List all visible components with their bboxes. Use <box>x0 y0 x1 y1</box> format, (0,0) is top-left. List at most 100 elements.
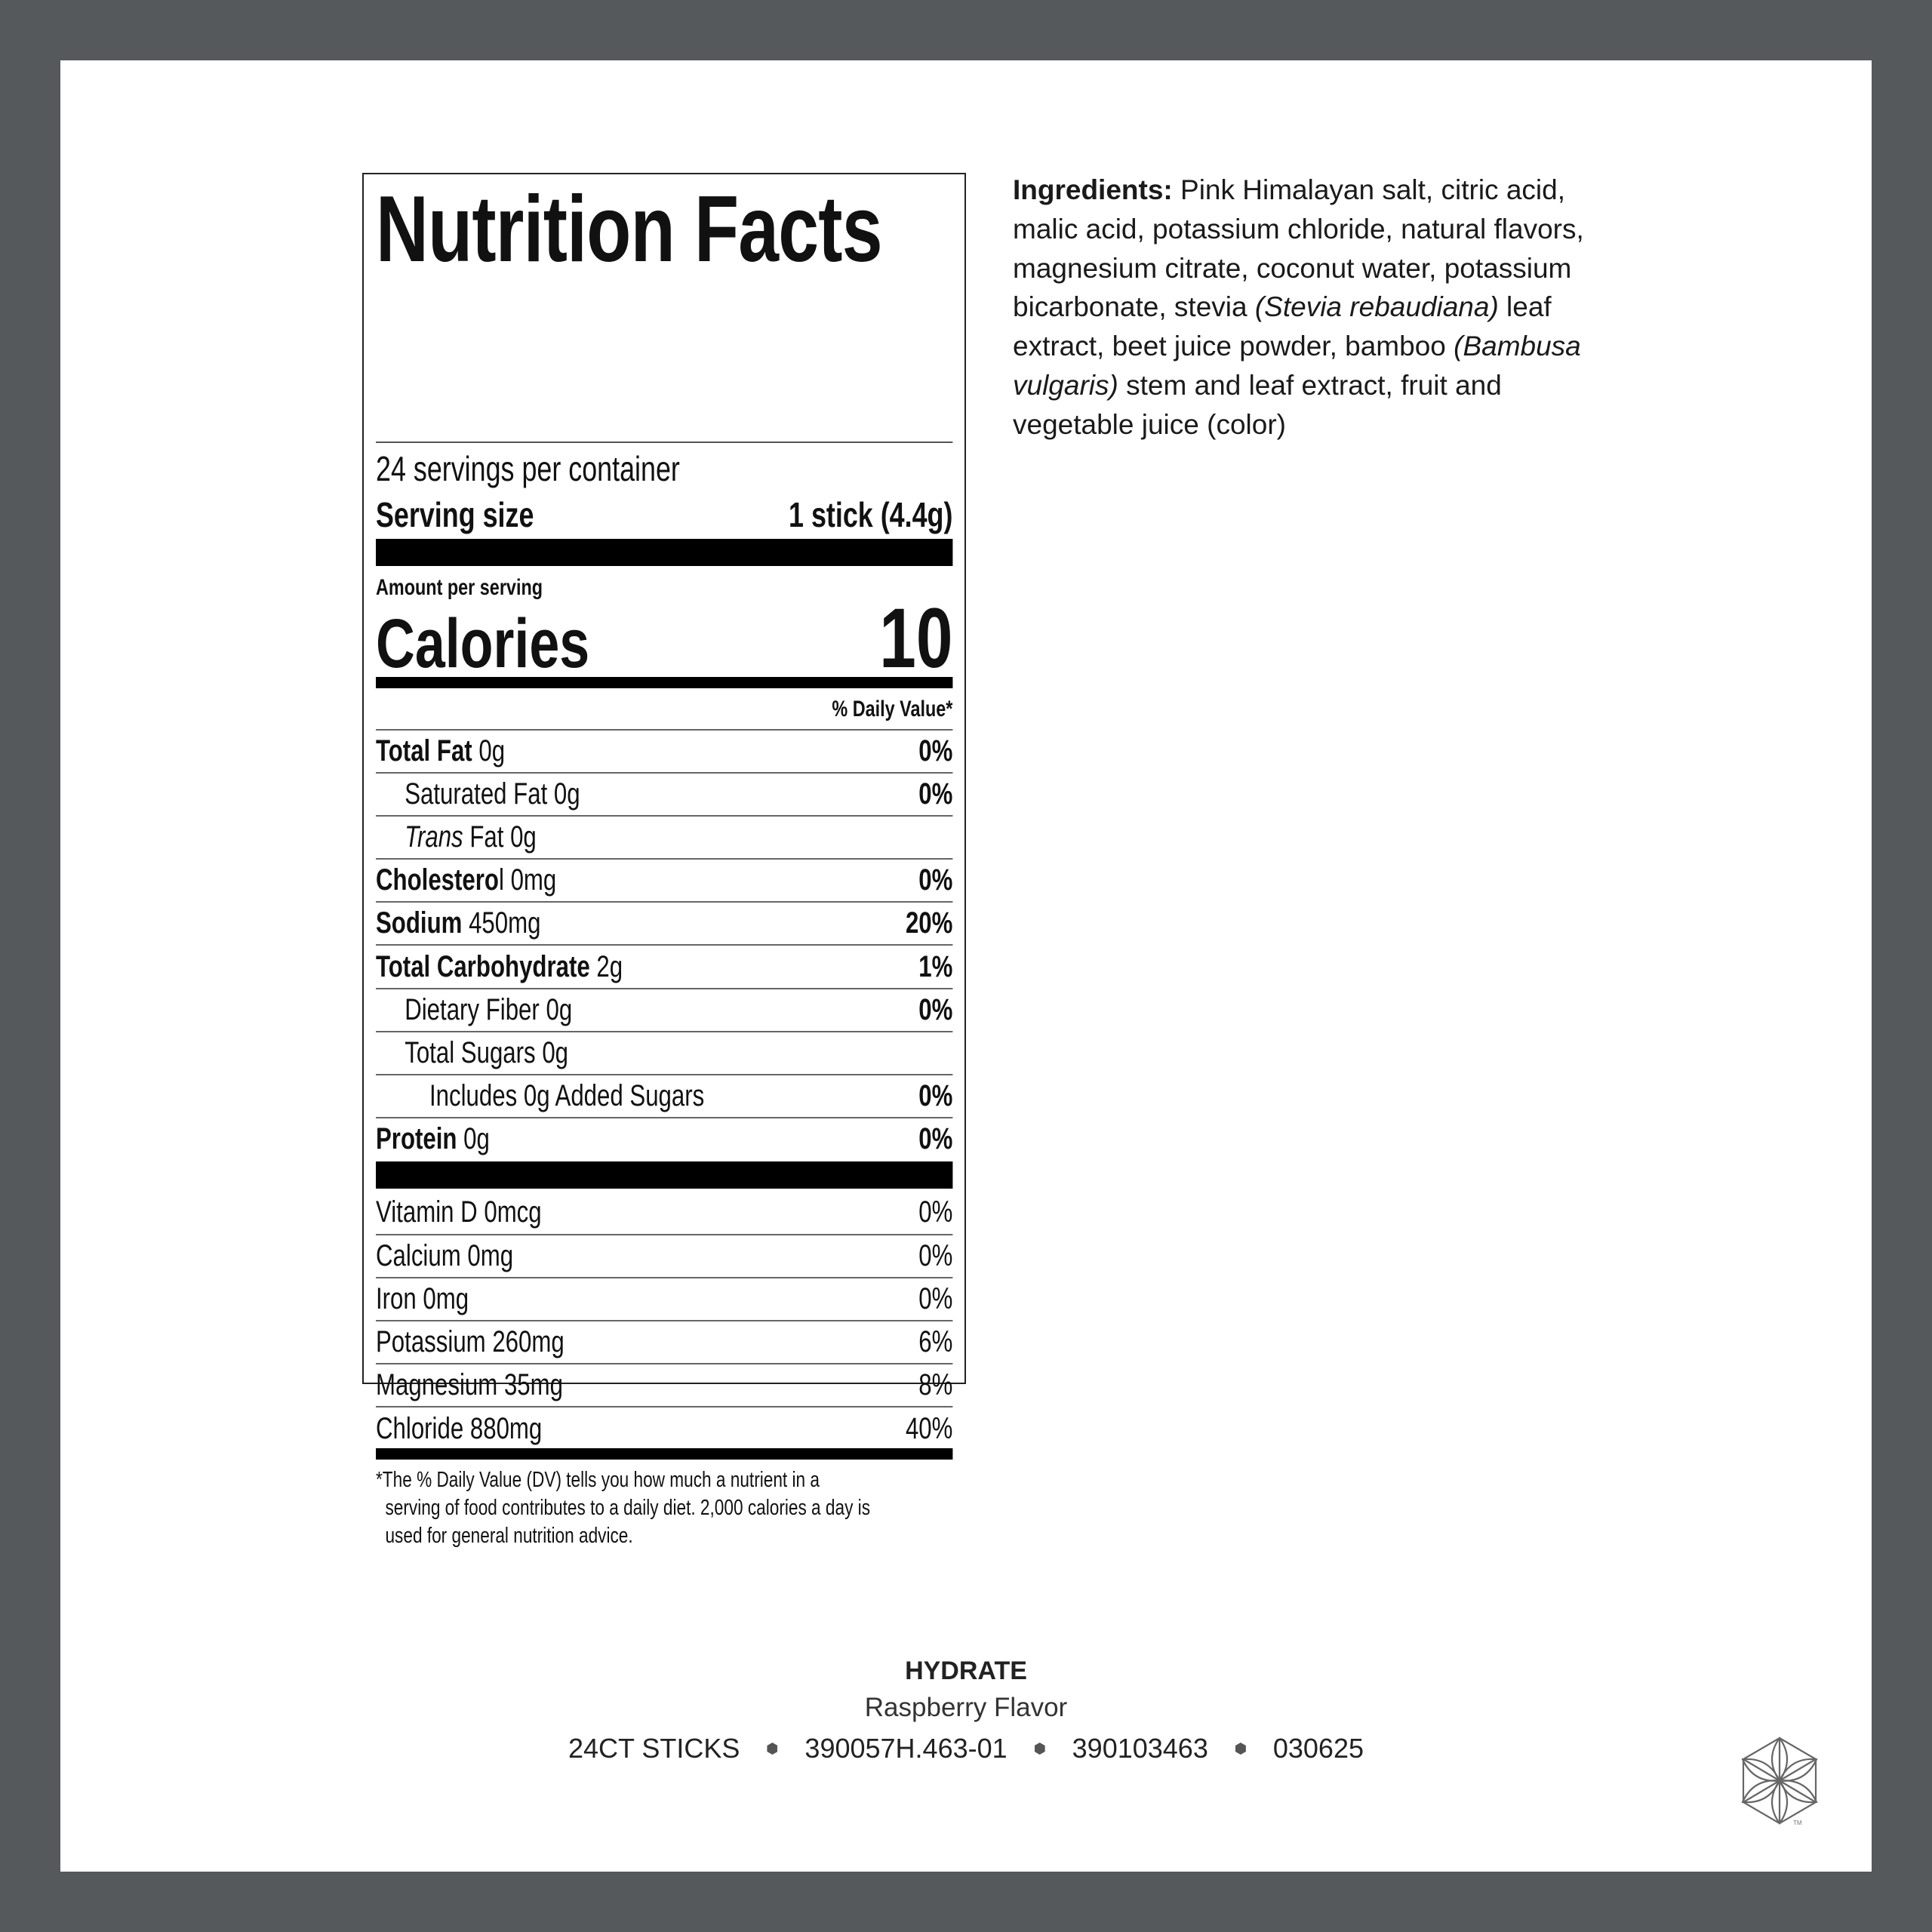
vitamin-row: Chloride 880mg 40% <box>376 1406 953 1449</box>
vitamin-dv: 0% <box>918 1239 953 1273</box>
product-flavor: Raspberry Flavor <box>864 1693 1068 1722</box>
vitamin-name: Calcium 0mg <box>376 1239 514 1273</box>
page <box>60 60 1872 1872</box>
nutrient-row: Sodium 450mg 20% <box>376 901 953 944</box>
nutrient-name: Includes 0g Added Sugars <box>429 1078 705 1112</box>
vitamin-name: Chloride 880mg <box>376 1411 543 1445</box>
nutrient-name: Dietary Fiber 0g <box>405 992 573 1026</box>
product-code: 390103463 <box>1072 1733 1208 1764</box>
product-code: 030625 <box>1272 1733 1364 1764</box>
nutrient-row: Dietary Fiber 0g 0% <box>376 987 953 1031</box>
nutrient-name: Trans <box>405 820 463 854</box>
medium-divider <box>376 677 953 688</box>
nutrient-name: Sodium <box>376 906 463 940</box>
nutrient-amount: Fat 0g <box>463 820 537 854</box>
nutrient-rows: Total Fat 0g 0% Saturated Fat 0g 0% Trans … <box>376 729 953 1160</box>
nutrient-amount: 450mg <box>462 906 541 940</box>
nutrient-dv: 0% <box>918 992 953 1026</box>
thick-divider <box>376 1161 953 1189</box>
footnote-line: *The % Daily Value (DV) tells you how mu… <box>376 1468 820 1492</box>
nutrient-name: Total Sugars 0g <box>405 1035 569 1069</box>
ingredients-text: (Stevia rebaudiana) <box>1254 291 1499 323</box>
vitamin-dv: 40% <box>905 1411 953 1445</box>
nutrient-row: Protein 0g 0% <box>376 1116 953 1160</box>
vitamin-name: Magnesium 35mg <box>376 1368 563 1402</box>
nutrient-dv: 0% <box>918 1078 953 1112</box>
footnote-line: used for general nutrition advice. <box>385 1524 633 1548</box>
ingredients-heading: Ingredients: <box>1013 174 1173 205</box>
ingredients-text: malic acid, potassium chloride, natural … <box>1013 213 1584 245</box>
nutrient-amount: 0g <box>472 734 506 768</box>
nutrient-row: Includes 0g Added Sugars 0% <box>376 1073 953 1117</box>
seed-of-life-hexagon-icon: TM <box>1737 1737 1822 1826</box>
nutrient-row: Total Fat 0g 0% <box>376 729 953 772</box>
label-title: Nutrition Facts <box>376 177 883 281</box>
nutrient-amount: 0g <box>457 1121 490 1155</box>
nutrient-name: Protein <box>376 1121 457 1155</box>
product-code: 390057H.463-01 <box>804 1733 1008 1764</box>
serving-size-value: 1 stick (4.4g) <box>789 495 953 534</box>
nutrient-dv: 0% <box>918 1121 953 1155</box>
vitamin-row: Vitamin D 0mcg 0% <box>376 1191 952 1234</box>
ingredients-text: bicarbonate, stevia <box>1013 291 1255 323</box>
calories-value: 10 <box>879 591 953 685</box>
nutrient-dv: 0% <box>918 734 953 768</box>
nutrient-name: Saturated Fat 0g <box>405 777 580 811</box>
footnote: *The % Daily Value (DV) tells you how mu… <box>376 1466 952 1550</box>
vitamin-row: Magnesium 35mg 8% <box>376 1363 953 1406</box>
vitamin-dv: 6% <box>918 1325 953 1359</box>
hexagon-bullet-icon <box>1235 1743 1246 1755</box>
serving-size-label: Serving size <box>376 495 534 534</box>
vitamin-dv: 8% <box>918 1368 953 1402</box>
vitamin-name: Iron 0mg <box>376 1282 469 1316</box>
product-code: 24CT STICKS <box>568 1733 740 1764</box>
calories-label: Calories <box>376 605 590 682</box>
vitamin-row: Iron 0mg 0% <box>376 1277 953 1320</box>
product-name: HYDRATE <box>905 1657 1027 1685</box>
nutrient-dv: 0% <box>918 863 953 897</box>
nutrient-row: Trans Fat 0g <box>376 815 953 858</box>
product-codes: 24CT STICKS 390057H.463-01 390103463 030… <box>0 1733 1932 1764</box>
footnote-line: serving of food contributes to a daily d… <box>385 1496 871 1520</box>
ingredients-text: magnesium citrate, coconut water, potass… <box>1013 252 1572 284</box>
vitamin-rows: Vitamin D 0mcg 0% Calcium 0mg 0% Iron 0mg 0… <box>376 1191 953 1450</box>
vitamin-dv: 0% <box>918 1195 953 1229</box>
vitamin-dv: 0% <box>918 1282 953 1316</box>
ingredients-text: stem and leaf extract, fruit and <box>1118 369 1502 401</box>
nutrient-row: Total Carbohydrate 2g 1% <box>376 944 953 987</box>
ingredients-text: extract, beet juice powder, bamboo <box>1013 331 1454 362</box>
nutrient-dv: 20% <box>905 906 953 940</box>
nutrient-name: Total Carbohydrate <box>376 949 590 983</box>
nutrient-amount: l 0mg <box>498 863 557 897</box>
vitamin-name: Vitamin D 0mcg <box>376 1195 542 1229</box>
nutrient-row: Saturated Fat 0g 0% <box>376 772 953 815</box>
calories-row: Calories 10 <box>376 591 953 685</box>
serving-size-row: Serving size 1 stick (4.4g) <box>376 494 952 536</box>
ingredients-text: Pink Himalayan salt, citric acid, <box>1172 174 1565 205</box>
servings-per-container: 24 servings per container <box>376 449 680 488</box>
medium-divider <box>376 1448 953 1460</box>
vitamin-row: Calcium 0mg 0% <box>376 1234 953 1277</box>
ingredients: Ingredients: Pink Himalayan salt, citric… <box>1013 171 1584 445</box>
hexagon-bullet-icon <box>1034 1743 1045 1755</box>
nutrient-amount: 2g <box>589 949 623 983</box>
ingredients-text: (Bambusa <box>1454 331 1581 362</box>
nutrient-dv: 1% <box>918 949 953 983</box>
divider <box>376 441 953 443</box>
daily-value-header: % Daily Value* <box>832 697 953 721</box>
thick-divider <box>376 539 953 566</box>
nutrient-dv: 0% <box>918 777 953 811</box>
nutrient-row: Cholestero l 0mg 0% <box>376 858 953 901</box>
hexagon-bullet-icon <box>767 1743 778 1755</box>
nutrient-row: Total Sugars 0g <box>376 1030 953 1074</box>
nutrient-name: Total Fat <box>376 734 472 768</box>
ingredients-text: vegetable juice (color) <box>1013 408 1286 440</box>
nutrient-name: Cholestero <box>376 863 499 897</box>
vitamin-name: Potassium 260mg <box>376 1325 565 1359</box>
svg-text:TM: TM <box>1793 1820 1802 1826</box>
ingredients-text: leaf <box>1498 291 1552 323</box>
vitamin-row: Potassium 260mg 6% <box>376 1320 953 1363</box>
nutrition-facts-label: Nutrition Facts 24 servings per containe… <box>362 173 966 1548</box>
amount-per-serving: Amount per serving <box>376 575 543 600</box>
ingredients-text: vulgaris) <box>1013 369 1118 401</box>
